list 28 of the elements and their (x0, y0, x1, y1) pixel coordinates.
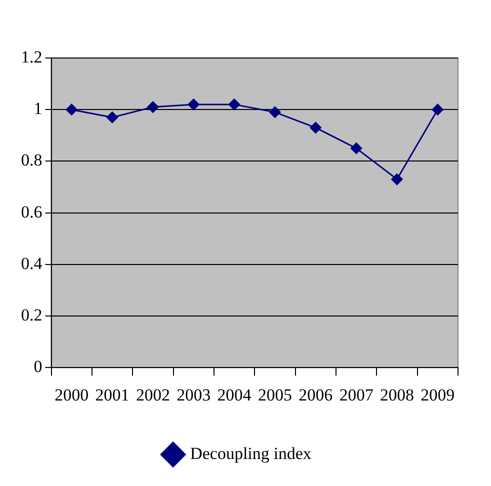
x-tick-label: 2006 (298, 385, 333, 404)
y-tick-label: 0.2 (21, 305, 42, 324)
x-tick-label: 2002 (136, 385, 170, 404)
point (350, 142, 362, 154)
point (310, 122, 322, 134)
y-tick-label: 0.6 (21, 202, 42, 222)
point (269, 106, 281, 118)
point (391, 174, 403, 186)
x-tick-label: 2003 (176, 385, 211, 404)
y-tick-label: 1.2 (21, 47, 42, 66)
point (228, 98, 240, 110)
point (147, 101, 159, 113)
y-tick-label: 1 (34, 99, 42, 118)
x-tick-label: 2009 (420, 385, 455, 404)
point (432, 104, 444, 116)
point (106, 112, 118, 124)
point (66, 104, 78, 116)
x-tick-label: 2001 (95, 385, 130, 404)
x-tick-label: 2007 (339, 385, 374, 404)
x-tick-label: 2005 (258, 385, 292, 404)
x-tick-label: 2008 (380, 385, 414, 404)
legend-label: Decoupling index (190, 444, 312, 463)
y-tick-label: 0.4 (21, 254, 43, 273)
x-tick-label: 2004 (217, 385, 252, 404)
y-tick-label: 0 (34, 357, 42, 376)
x-tick-label: 2000 (54, 385, 89, 404)
y-tick-label: 0.8 (21, 150, 42, 170)
point (188, 98, 200, 110)
